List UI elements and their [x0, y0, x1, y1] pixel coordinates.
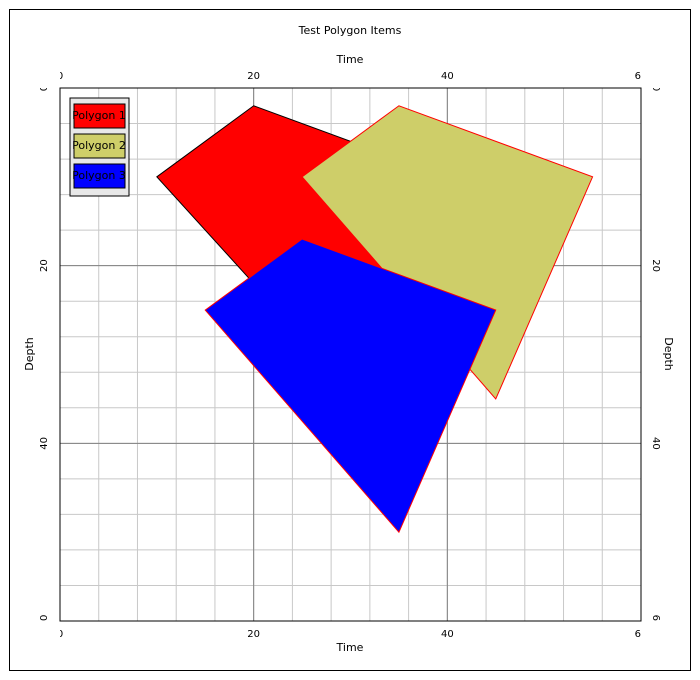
x-tick-label: 20	[247, 71, 260, 82]
x-tick-label: 40	[441, 71, 454, 82]
y-tick-label: 0	[650, 85, 661, 91]
x-tick-label: 20	[247, 629, 260, 640]
y-tick-label: 60	[650, 615, 661, 628]
chart-title: Test Polygon Items	[298, 24, 402, 37]
legend-swatch	[73, 163, 126, 189]
legend-swatch	[73, 103, 126, 129]
x-axis-label-top: Time	[336, 53, 364, 66]
outer-frame	[9, 9, 691, 671]
y-axis-label-left: Depth	[23, 337, 36, 371]
y-axis-label-right: Depth	[662, 337, 675, 371]
y-tick-label: 40	[650, 437, 661, 450]
x-tick-label: 60	[635, 629, 648, 640]
x-tick-label: 0	[57, 71, 63, 82]
y-tick-group: 20 20	[39, 259, 661, 272]
x-tick-label: 60	[635, 71, 648, 82]
plot-frame	[59, 87, 642, 622]
y-tick-label: 20	[39, 259, 50, 272]
legend-label: Polygon 3	[72, 169, 126, 182]
x-tick-label: 0	[57, 629, 63, 640]
legend-label: Polygon 2	[72, 139, 126, 152]
y-tick-label: 0	[39, 85, 50, 91]
y-tick-group: 40 40	[39, 437, 661, 450]
legend-swatch	[73, 133, 126, 159]
x-tick-label: 40	[441, 629, 454, 640]
y-tick-label: 60	[39, 615, 50, 628]
y-tick-group: 60 60	[39, 615, 661, 628]
y-tick-label: 20	[650, 259, 661, 272]
x-axis-label-bottom: Time	[336, 641, 364, 654]
legend-label: Polygon 1	[72, 109, 126, 122]
polygon	[204, 238, 497, 534]
y-tick-label: 40	[39, 437, 50, 450]
